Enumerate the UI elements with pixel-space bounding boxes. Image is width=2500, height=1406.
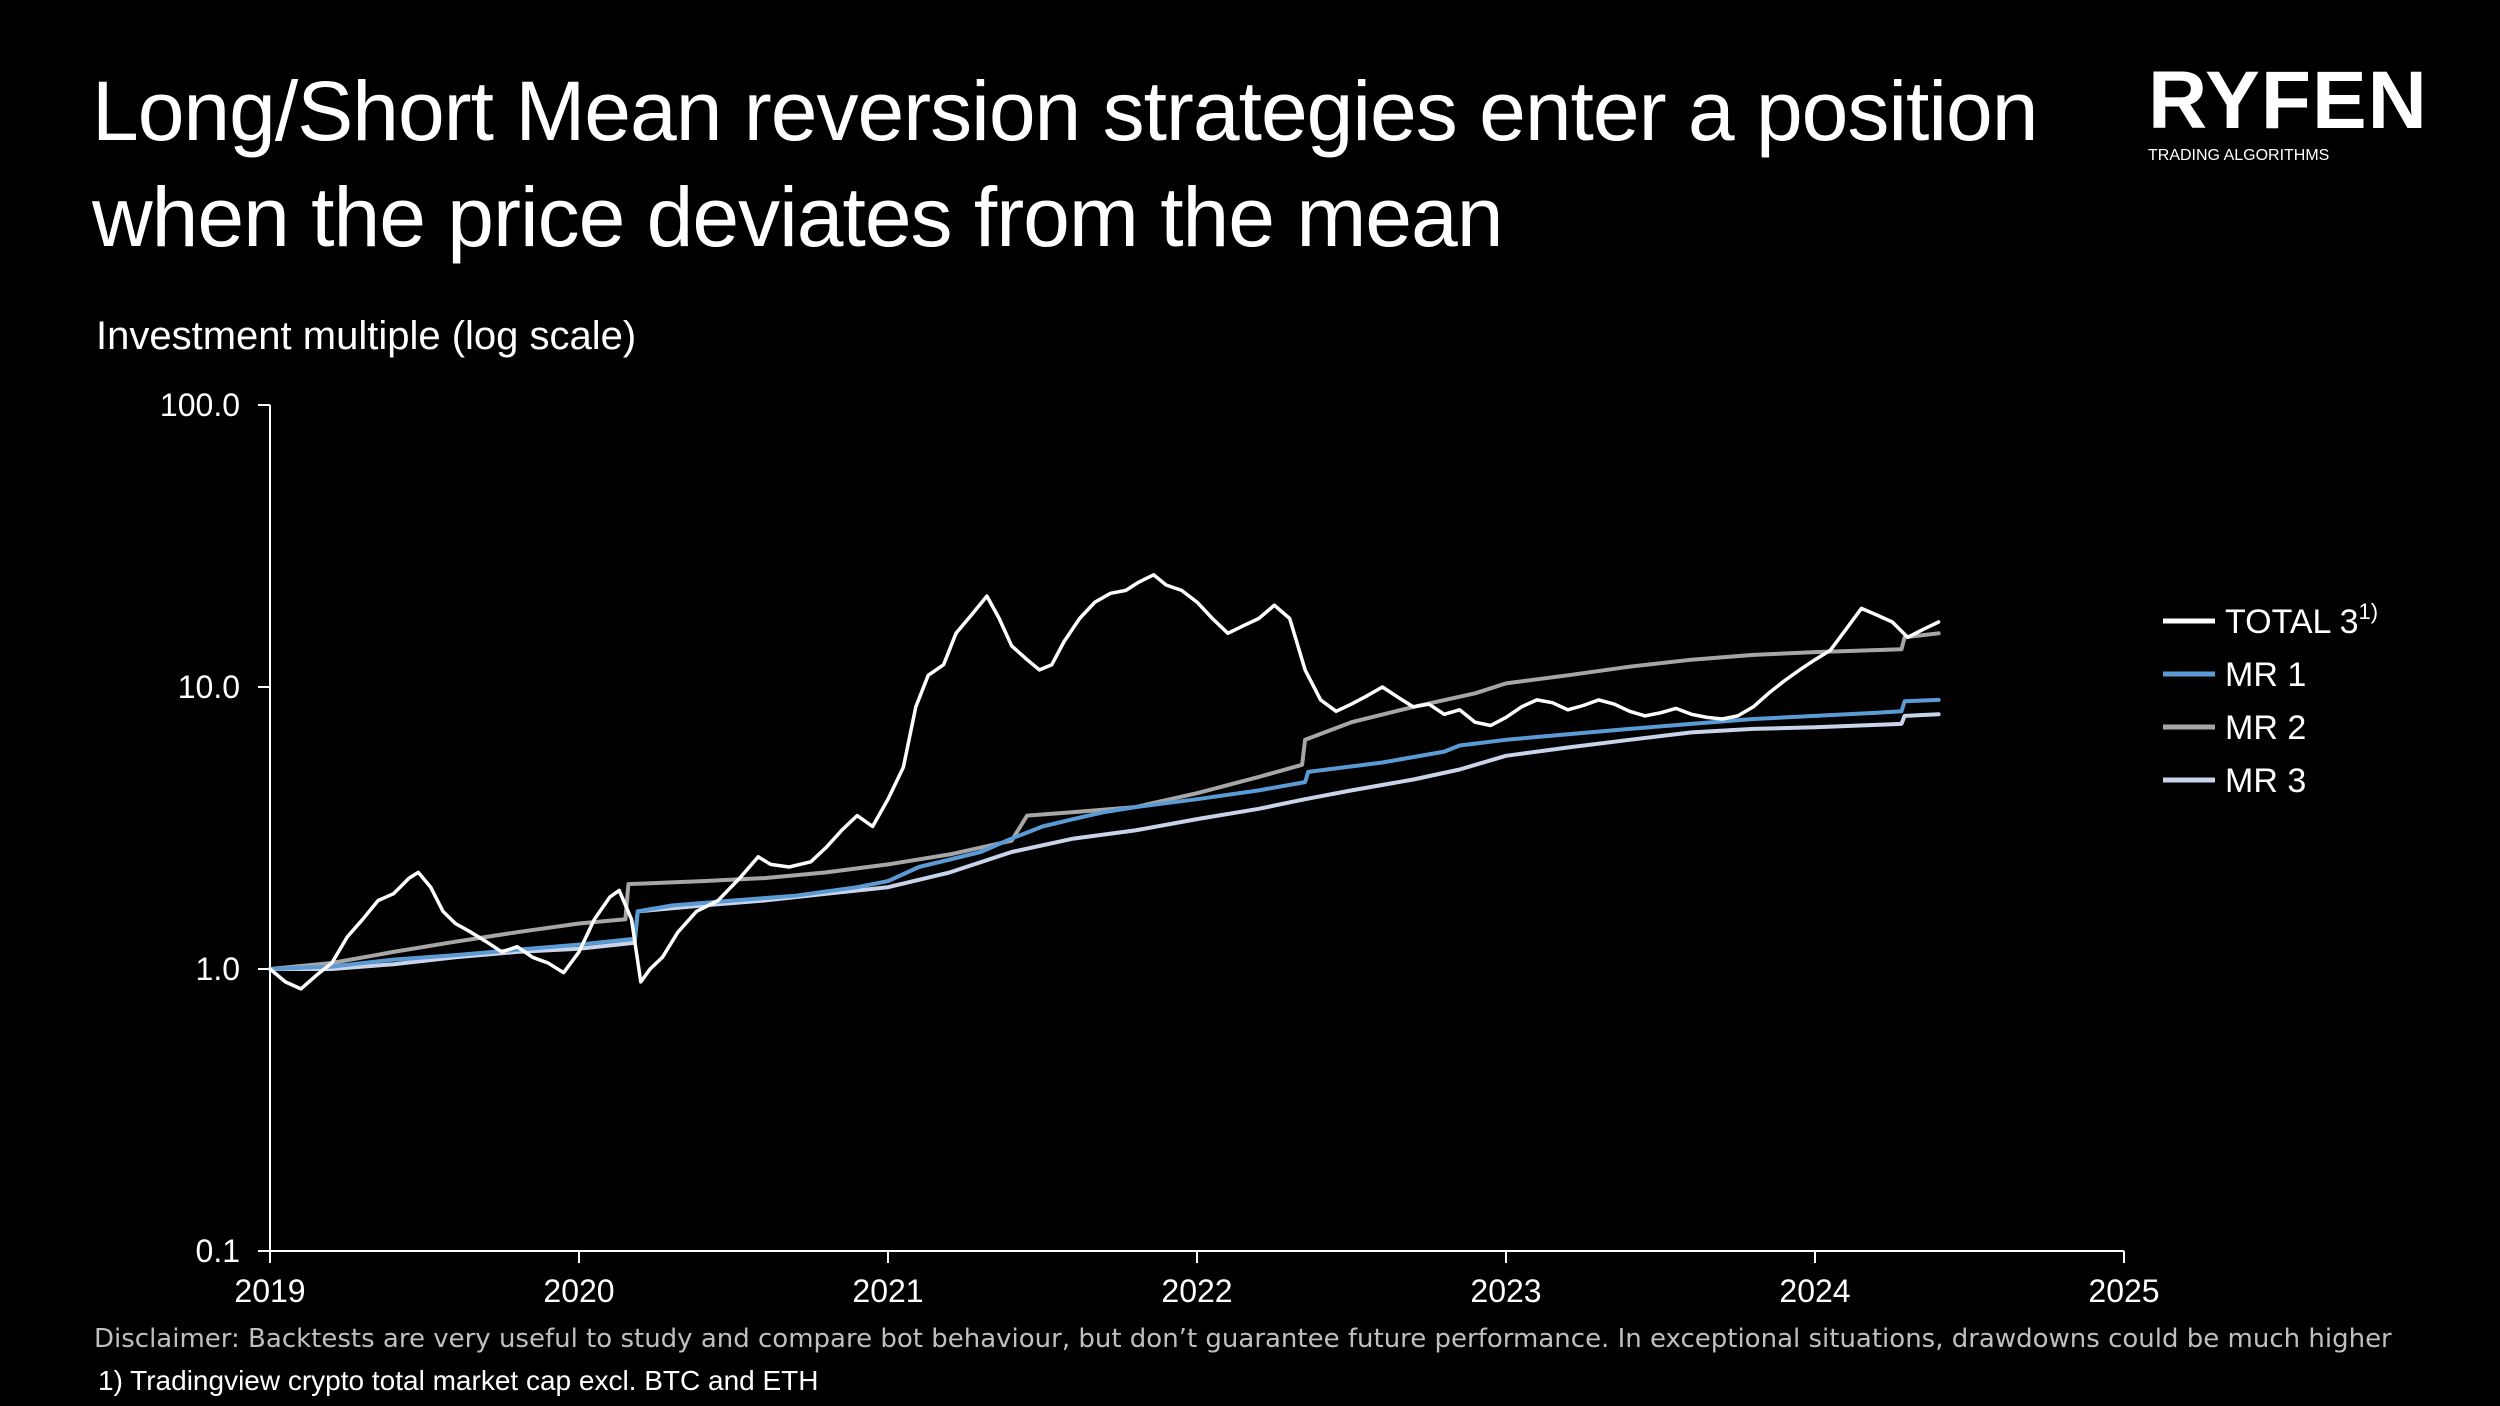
disclaimer-text: Disclaimer: Backtests are very useful to… xyxy=(94,1324,2392,1354)
logo-tagline: TRADING ALGORITHMS xyxy=(2148,147,2330,164)
legend-label: MR 2 xyxy=(2225,709,2306,747)
series-line-total-3 xyxy=(268,573,1941,991)
x-tick-label: 2022 xyxy=(1161,1273,1232,1309)
x-tick-label: 2024 xyxy=(1779,1273,1850,1309)
footnote-text: 1) Tradingview crypto total market cap e… xyxy=(98,1365,819,1396)
y-tick-label: 10.0 xyxy=(178,669,240,705)
chart-axes: 0.1 1.0 10.0 100.0 2019 2020 2021 2022 2023 2024 2… xyxy=(160,387,2160,1309)
page-title: Long/Short Mean reversion strategies ent… xyxy=(92,64,2039,264)
chart-series xyxy=(268,573,1941,991)
chart-subtitle: Investment multiple (log scale) xyxy=(96,314,637,358)
y-tick-label: 1.0 xyxy=(196,951,240,987)
x-tick-label: 2019 xyxy=(234,1273,305,1309)
chart-legend: TOTAL 31) MR 1 MR 2 MR 3 xyxy=(2163,599,2378,800)
y-tick-label: 100.0 xyxy=(160,387,240,423)
y-tick-label: 0.1 xyxy=(196,1233,240,1269)
x-tick-label: 2025 xyxy=(2088,1273,2159,1309)
legend-label: MR 1 xyxy=(2225,656,2306,694)
logo-wordmark: RYFEN xyxy=(2148,55,2428,146)
legend-superscript: 1) xyxy=(2359,599,2379,624)
legend-label: TOTAL 31) xyxy=(2225,599,2378,641)
legend-label: MR 3 xyxy=(2225,762,2306,800)
x-tick-label: 2020 xyxy=(543,1273,614,1309)
x-tick-label: 2021 xyxy=(852,1273,923,1309)
series-line-mr-2 xyxy=(268,631,1941,971)
brand-logo: RYFEN TRADING ALGORITHMS xyxy=(2148,58,2448,166)
x-tick-label: 2023 xyxy=(1470,1273,1541,1309)
